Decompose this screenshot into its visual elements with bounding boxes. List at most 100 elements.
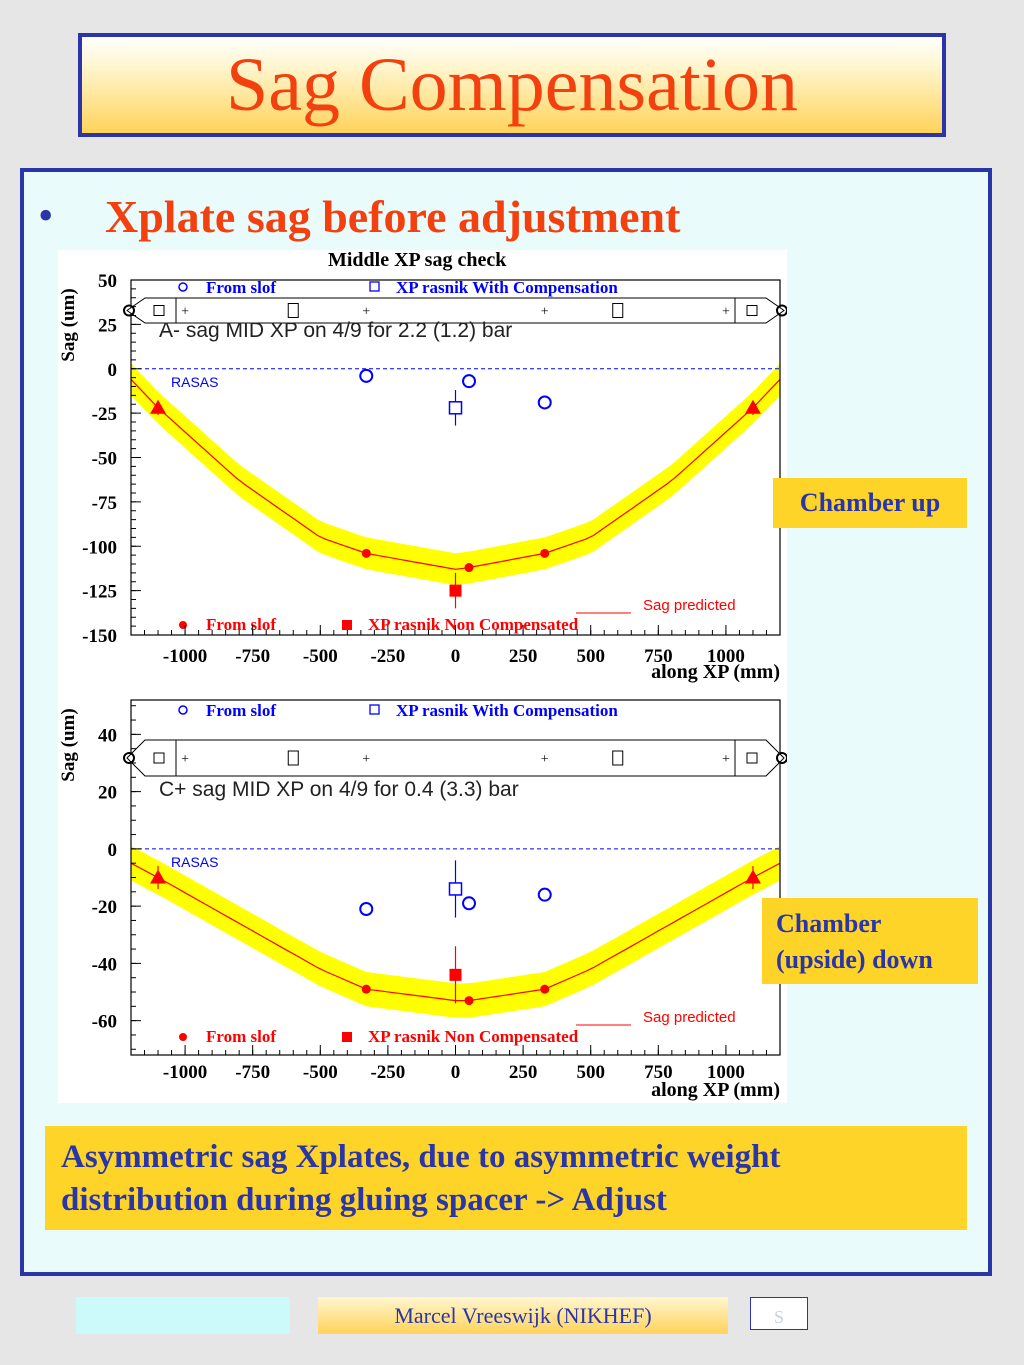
legend-top-2: XP rasnik With Compensation <box>396 278 618 297</box>
footer-page-box: S <box>750 1297 808 1330</box>
plot-area: Middle XP sag check RASAS + + + + A- sag MID … <box>58 249 788 1103</box>
x-tick-label: -750 <box>235 1062 270 1083</box>
y-tick-label: -40 <box>92 954 117 975</box>
point-filled-circle <box>361 984 371 994</box>
point-open-circle <box>462 896 477 911</box>
note-chamber-down: Chamber (upside) down <box>762 898 978 984</box>
footer-author: Marcel Vreeswijk (NIKHEF) <box>318 1297 728 1334</box>
plate-square-icon <box>153 305 165 316</box>
y-tick-label: -150 <box>82 626 117 647</box>
y-tick-label: -125 <box>82 582 117 603</box>
plate-rasnik-icon <box>287 750 299 766</box>
title-box: Sag Compensation <box>78 33 946 137</box>
slide-heading: Xplate sag before adjustment <box>105 191 681 242</box>
point-open-circle <box>537 395 552 410</box>
summary-box: Asymmetric sag Xplates, due to asymmetri… <box>45 1126 967 1230</box>
x-tick-label: 250 <box>509 646 537 667</box>
point-open-square <box>448 401 463 415</box>
rasas-label: RASAS <box>171 854 218 870</box>
footer-left-box <box>76 1297 290 1334</box>
x-tick-label: 250 <box>509 1062 537 1083</box>
x-tick-label: 500 <box>576 1062 605 1083</box>
plate-cross-icon: + <box>722 752 730 767</box>
summary-line2: distribution during gluing spacer -> Adj… <box>61 1182 667 1218</box>
note-chamber-up-text: Chamber up <box>799 488 941 517</box>
plate-cross-icon: + <box>722 305 730 320</box>
x-tick-label: -250 <box>370 646 405 667</box>
point-filled-circle <box>464 563 474 573</box>
plate-cross-icon: + <box>362 752 370 767</box>
y-tick-label: -60 <box>92 1012 117 1033</box>
chart-upper: RASAS+ + + +A- sag MID XP on 4/9 for 2.2 (1… <box>58 271 788 683</box>
legend-filled-circle-icon <box>179 1033 187 1041</box>
rasas-label: RASAS <box>171 374 218 390</box>
plate-cross-icon: + <box>181 752 189 767</box>
y-axis-label: Sag (um) <box>58 708 79 781</box>
plate-outline <box>126 297 785 324</box>
point-filled-circle <box>464 996 474 1006</box>
plate-rasnik-icon <box>612 303 624 318</box>
plate-end-icon <box>123 304 135 317</box>
y-tick-label: 0 <box>108 360 118 381</box>
note-chamber-up: Chamber up <box>773 478 967 528</box>
y-tick-label: 20 <box>98 783 117 804</box>
chart-title: Middle XP sag check <box>328 250 507 271</box>
plate-rasnik-icon <box>612 750 624 766</box>
y-tick-label: -50 <box>92 449 117 470</box>
x-tick-label: -500 <box>303 1062 338 1083</box>
legend-filled-square-icon <box>342 620 352 630</box>
bullet-icon: • <box>38 191 54 240</box>
x-tick-label: -750 <box>235 646 270 667</box>
x-tick-label: 1000 <box>707 646 745 667</box>
legend-top-1: From slof <box>206 278 276 297</box>
legend-bottom-1: From slof <box>206 1027 276 1046</box>
x-tick-label: -500 <box>303 646 338 667</box>
plate-cross-icon: + <box>541 305 549 320</box>
y-tick-label: -75 <box>92 493 117 514</box>
plot-subtitle: C+ sag MID XP on 4/9 for 0.4 (3.3) bar <box>159 778 519 801</box>
y-tick-label: 0 <box>108 840 118 861</box>
x-tick-label: -250 <box>370 1062 405 1083</box>
x-tick-label: 750 <box>644 646 673 667</box>
note-chamber-down-line1: Chamber <box>776 909 882 938</box>
point-filled-circle <box>361 548 371 558</box>
legend-open-square-icon <box>369 281 380 292</box>
point-filled-circle <box>540 548 550 558</box>
legend-open-circle-icon <box>178 705 188 715</box>
y-tick-label: -100 <box>82 537 117 558</box>
y-axis-label: Sag (um) <box>58 288 79 361</box>
point-filled-circle <box>540 984 550 994</box>
point-filled-square <box>449 968 462 981</box>
x-axis-label: along XP (mm) <box>651 1079 780 1101</box>
x-tick-label: 0 <box>451 1062 461 1083</box>
sag-plot: Middle XP sag check RASAS+ + + +A- sag MID … <box>58 249 788 1101</box>
legend-curve-label: Sag predicted <box>643 597 736 614</box>
x-tick-label: 0 <box>451 646 461 667</box>
y-tick-label: 25 <box>98 315 117 336</box>
plate-rasnik-icon <box>287 303 299 318</box>
slide-title: Sag Compensation <box>225 42 799 127</box>
summary-line1: Asymmetric sag Xplates, due to asymmetri… <box>61 1139 781 1175</box>
point-triangle <box>744 399 761 414</box>
x-axis-label: along XP (mm) <box>651 661 780 683</box>
plate-square-icon <box>746 752 758 764</box>
y-tick-label: -20 <box>92 897 117 918</box>
sag-band <box>131 363 780 586</box>
plate-square-icon <box>746 305 758 316</box>
legend-curve-label: Sag predicted <box>643 1009 736 1026</box>
plate-cross-icon: + <box>362 305 370 320</box>
legend-bottom-1: From slof <box>206 615 276 634</box>
point-filled-square <box>449 584 462 597</box>
x-tick-label: 750 <box>644 1062 673 1083</box>
x-tick-label: 500 <box>576 646 605 667</box>
legend-bottom-2: XP rasnik Non Compensated <box>368 1027 579 1046</box>
x-tick-label: -1000 <box>163 1062 207 1083</box>
legend-filled-square-icon <box>342 1032 352 1042</box>
legend-bottom-2: XP rasnik Non Compensated <box>368 615 579 634</box>
point-open-circle <box>537 887 552 902</box>
plate-end-icon <box>123 752 135 764</box>
sag-curve <box>130 378 781 570</box>
plot-subtitle: A- sag MID XP on 4/9 for 2.2 (1.2) bar <box>159 319 512 342</box>
plate-cross-icon: + <box>541 752 549 767</box>
point-triangle <box>150 399 167 414</box>
